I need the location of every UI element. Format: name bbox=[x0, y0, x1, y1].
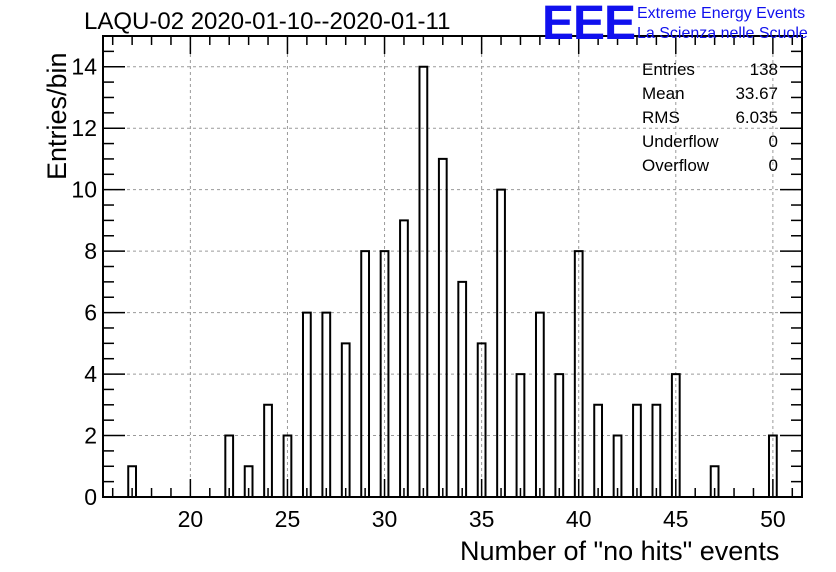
x-tick-label: 50 bbox=[760, 506, 786, 532]
eee-logo: EEE Extreme Energy Events La Scienza nel… bbox=[542, 0, 832, 50]
y-tick-label: 2 bbox=[84, 423, 97, 449]
x-tick-label: 45 bbox=[663, 506, 689, 532]
stat-label: Overflow bbox=[642, 156, 710, 175]
histogram-bar bbox=[127, 465, 138, 497]
x-tick-label: 40 bbox=[566, 506, 592, 532]
x-tick-label: 20 bbox=[178, 506, 204, 532]
histogram-bar bbox=[496, 188, 506, 497]
histogram-bar bbox=[593, 403, 604, 497]
histogram-bar bbox=[321, 311, 332, 497]
stat-value: 0 bbox=[768, 156, 778, 175]
stat-label: Mean bbox=[642, 84, 685, 103]
histogram-bar bbox=[554, 373, 565, 497]
histogram-bar bbox=[437, 157, 448, 497]
histogram-bar bbox=[709, 465, 720, 497]
histogram-bar bbox=[651, 403, 662, 497]
y-tick-label: 14 bbox=[71, 54, 97, 80]
histogram-bar bbox=[457, 280, 468, 497]
stat-row-entries: Entries 138 bbox=[642, 58, 778, 82]
axis-ticks bbox=[103, 35, 802, 498]
tick-labels: 20 25 30 35 40 45 50 0 2 4 6 8 10 12 14 bbox=[71, 54, 785, 532]
stat-value: 0 bbox=[768, 132, 778, 151]
histogram-bar bbox=[476, 342, 487, 497]
histogram-bar bbox=[243, 465, 254, 497]
y-axis-label: Entries/bin bbox=[42, 52, 72, 180]
stat-row-rms: RMS 6.035 bbox=[642, 106, 778, 130]
histogram-bar bbox=[573, 250, 584, 497]
histogram-bars bbox=[127, 65, 778, 497]
stat-value: 6.035 bbox=[735, 108, 778, 127]
grid-lines bbox=[103, 36, 802, 497]
stat-row-mean: Mean 33.67 bbox=[642, 82, 778, 106]
histogram-bar bbox=[670, 373, 681, 497]
histogram-bar bbox=[418, 65, 429, 497]
x-axis-label: Number of "no hits" events bbox=[460, 536, 780, 566]
histogram-bar bbox=[612, 434, 623, 497]
y-tick-label: 8 bbox=[84, 238, 97, 264]
y-tick-label: 0 bbox=[84, 484, 97, 510]
logo-letters: EEE bbox=[542, 0, 636, 50]
stat-row-underflow: Underflow 0 bbox=[642, 130, 778, 154]
histogram-bar bbox=[767, 434, 778, 497]
y-tick-label: 6 bbox=[84, 300, 97, 326]
histogram-bar bbox=[515, 373, 526, 497]
histogram-bar bbox=[224, 434, 235, 497]
x-tick-label: 25 bbox=[275, 506, 301, 532]
histogram-bar bbox=[360, 250, 371, 497]
x-tick-label: 30 bbox=[372, 506, 398, 532]
logo-line1: Extreme Energy Events bbox=[637, 5, 806, 22]
x-tick-label: 35 bbox=[469, 506, 495, 532]
histogram-bar bbox=[340, 342, 351, 497]
histogram-bar bbox=[534, 311, 545, 497]
histogram-bar bbox=[263, 403, 273, 497]
y-tick-label: 4 bbox=[84, 361, 97, 387]
histogram-bar bbox=[379, 250, 390, 497]
logo-line2: La Scienza nelle Scuole bbox=[637, 25, 808, 42]
stat-value: 33.67 bbox=[735, 84, 778, 103]
stat-label: Entries bbox=[642, 60, 695, 79]
histogram-bar bbox=[399, 219, 409, 497]
y-tick-label: 10 bbox=[71, 177, 97, 203]
stat-row-overflow: Overflow 0 bbox=[642, 154, 778, 178]
stat-label: Underflow bbox=[642, 132, 719, 151]
y-tick-label: 12 bbox=[71, 115, 97, 141]
chart-title: LAQU-02 2020-01-10--2020-01-11 bbox=[84, 8, 451, 35]
histogram-bar bbox=[632, 403, 642, 497]
histogram-bar bbox=[282, 434, 293, 497]
stat-value: 138 bbox=[749, 60, 778, 79]
stats-box: Entries 138 Mean 33.67 RMS 6.035 Underfl… bbox=[642, 58, 778, 178]
stat-label: RMS bbox=[642, 108, 680, 127]
histogram-bar bbox=[301, 311, 312, 497]
